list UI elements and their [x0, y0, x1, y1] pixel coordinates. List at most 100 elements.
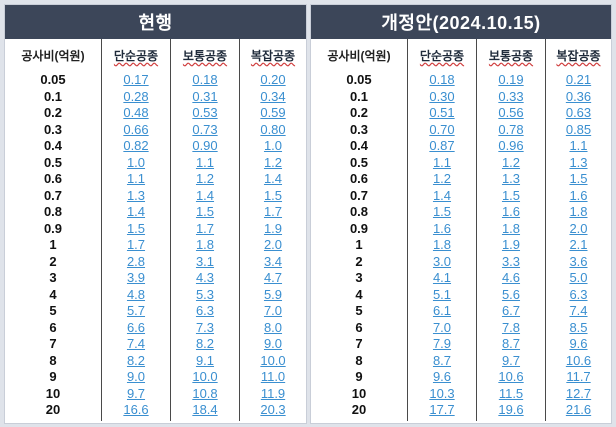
rate-cell[interactable]: 0.63	[565, 105, 592, 120]
rate-cell[interactable]: 0.73	[192, 121, 218, 137]
rate-cell[interactable]: 1.8	[569, 204, 588, 219]
rate-cell[interactable]: 7.8	[501, 319, 521, 335]
rate-cell[interactable]: 11.9	[260, 385, 286, 401]
rate-cell[interactable]: 11.5	[498, 385, 524, 401]
rate-cell[interactable]: 17.7	[429, 402, 455, 417]
rate-cell[interactable]: 8.2	[195, 336, 215, 351]
rate-cell[interactable]: 6.3	[195, 303, 215, 318]
rate-cell[interactable]: 1.2	[432, 171, 452, 186]
rate-cell[interactable]: 3.1	[195, 253, 215, 269]
rate-cell[interactable]: 9.6	[569, 336, 588, 351]
rate-cell[interactable]: 0.28	[123, 88, 149, 104]
rate-cell[interactable]: 0.53	[192, 105, 218, 120]
rate-cell[interactable]: 6.7	[501, 303, 521, 318]
rate-cell[interactable]: 9.6	[432, 369, 452, 384]
rate-cell[interactable]: 4.1	[432, 270, 452, 285]
rate-cell[interactable]: 0.20	[260, 72, 286, 87]
rate-cell[interactable]: 7.0	[263, 303, 283, 318]
rate-cell[interactable]: 1.2	[263, 154, 283, 170]
rate-cell[interactable]: 10.0	[260, 352, 286, 368]
rate-cell[interactable]: 0.17	[123, 72, 149, 87]
rate-cell[interactable]: 16.6	[123, 402, 149, 417]
rate-cell[interactable]: 0.18	[429, 72, 455, 87]
rate-cell[interactable]: 8.0	[263, 319, 283, 335]
rate-cell[interactable]: 1.7	[195, 220, 215, 236]
rate-cell[interactable]: 5.1	[432, 286, 452, 302]
rate-cell[interactable]: 1.8	[501, 220, 521, 236]
rate-cell[interactable]: 9.0	[126, 369, 146, 384]
rate-cell[interactable]: 3.3	[501, 253, 521, 269]
rate-cell[interactable]: 1.0	[263, 138, 283, 153]
rate-cell[interactable]: 1.6	[432, 220, 452, 236]
rate-cell[interactable]: 0.66	[123, 121, 149, 137]
rate-cell[interactable]: 3.4	[263, 253, 283, 269]
rate-cell[interactable]: 0.56	[498, 105, 524, 120]
rate-cell[interactable]: 7.9	[432, 336, 452, 351]
rate-cell[interactable]: 20.3	[260, 402, 286, 417]
rate-cell[interactable]: 1.4	[263, 171, 283, 186]
rate-cell[interactable]: 0.30	[429, 88, 455, 104]
rate-cell[interactable]: 1.3	[501, 171, 521, 186]
rate-cell[interactable]: 0.96	[498, 138, 524, 153]
rate-cell[interactable]: 19.6	[498, 402, 524, 417]
rate-cell[interactable]: 1.5	[432, 204, 452, 219]
rate-cell[interactable]: 7.4	[126, 336, 146, 351]
rate-cell[interactable]: 10.3	[429, 385, 455, 401]
rate-cell[interactable]: 0.18	[192, 72, 218, 87]
rate-cell[interactable]: 0.90	[192, 138, 218, 153]
rate-cell[interactable]: 5.7	[126, 303, 146, 318]
rate-cell[interactable]: 1.0	[126, 154, 146, 170]
rate-cell[interactable]: 1.1	[126, 171, 146, 186]
rate-cell[interactable]: 1.1	[195, 154, 215, 170]
rate-cell[interactable]: 0.19	[498, 72, 524, 87]
rate-cell[interactable]: 0.33	[498, 88, 524, 104]
rate-cell[interactable]: 1.5	[501, 187, 521, 203]
rate-cell[interactable]: 8.7	[501, 336, 521, 351]
rate-cell[interactable]: 1.7	[263, 204, 283, 219]
rate-cell[interactable]: 4.8	[126, 286, 146, 302]
rate-cell[interactable]: 1.3	[126, 187, 146, 203]
rate-cell[interactable]: 6.3	[569, 286, 588, 302]
rate-cell[interactable]: 0.80	[260, 121, 286, 137]
rate-cell[interactable]: 7.0	[432, 319, 452, 335]
rate-cell[interactable]: 2.0	[569, 220, 588, 236]
rate-cell[interactable]: 10.0	[192, 369, 218, 384]
rate-cell[interactable]: 1.1	[432, 154, 452, 170]
rate-cell[interactable]: 9.0	[263, 336, 283, 351]
rate-cell[interactable]: 1.8	[195, 237, 215, 252]
rate-cell[interactable]: 0.85	[565, 121, 592, 137]
rate-cell[interactable]: 1.1	[569, 138, 588, 153]
rate-cell[interactable]: 1.5	[263, 187, 283, 203]
rate-cell[interactable]: 4.7	[263, 270, 283, 285]
rate-cell[interactable]: 1.8	[432, 237, 452, 252]
rate-cell[interactable]: 0.87	[429, 138, 455, 153]
rate-cell[interactable]: 4.6	[501, 270, 521, 285]
rate-cell[interactable]: 6.1	[432, 303, 452, 318]
rate-cell[interactable]: 9.1	[195, 352, 215, 368]
rate-cell[interactable]: 0.51	[429, 105, 455, 120]
rate-cell[interactable]: 4.3	[195, 270, 215, 285]
rate-cell[interactable]: 8.5	[569, 319, 588, 335]
rate-cell[interactable]: 5.9	[263, 286, 283, 302]
rate-cell[interactable]: 10.6	[498, 369, 524, 384]
rate-cell[interactable]: 2.8	[126, 253, 146, 269]
rate-cell[interactable]: 21.6	[565, 402, 592, 417]
rate-cell[interactable]: 12.7	[565, 385, 592, 401]
rate-cell[interactable]: 0.34	[260, 88, 286, 104]
rate-cell[interactable]: 0.59	[260, 105, 286, 120]
rate-cell[interactable]: 0.31	[192, 88, 218, 104]
rate-cell[interactable]: 0.78	[498, 121, 524, 137]
rate-cell[interactable]: 10.6	[565, 352, 592, 368]
rate-cell[interactable]: 7.3	[195, 319, 215, 335]
rate-cell[interactable]: 0.48	[123, 105, 149, 120]
rate-cell[interactable]: 0.36	[565, 88, 592, 104]
rate-cell[interactable]: 1.2	[501, 154, 521, 170]
rate-cell[interactable]: 0.70	[429, 121, 455, 137]
rate-cell[interactable]: 5.0	[569, 270, 588, 285]
rate-cell[interactable]: 2.0	[263, 237, 283, 252]
rate-cell[interactable]: 18.4	[192, 402, 218, 417]
rate-cell[interactable]: 8.7	[432, 352, 452, 368]
rate-cell[interactable]: 3.6	[569, 253, 588, 269]
rate-cell[interactable]: 1.6	[501, 204, 521, 219]
rate-cell[interactable]: 3.0	[432, 253, 452, 269]
